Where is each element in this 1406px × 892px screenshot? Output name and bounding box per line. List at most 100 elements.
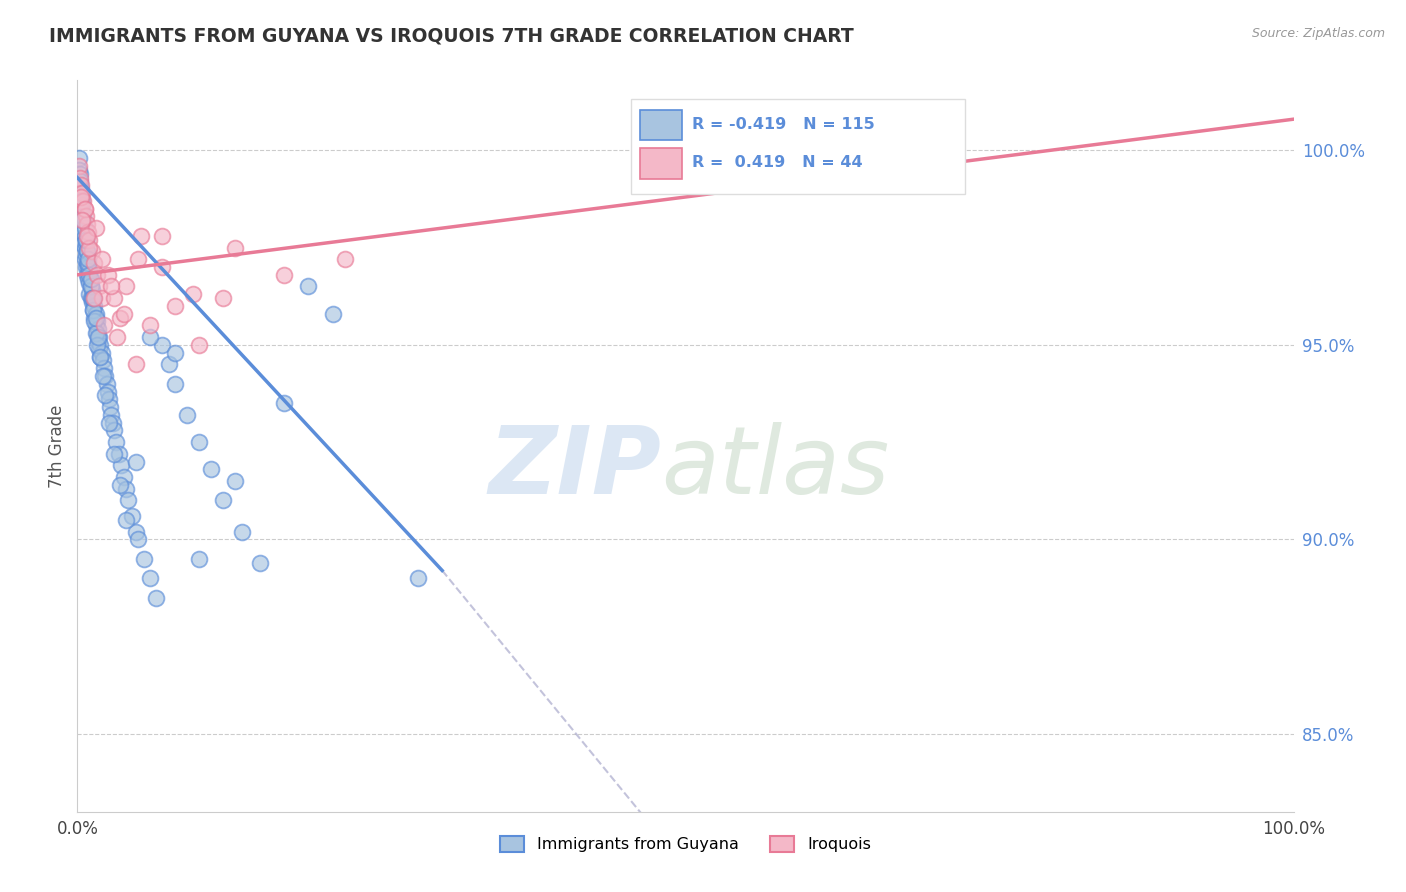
Point xyxy=(89,330,111,344)
Point xyxy=(188,435,211,450)
Point xyxy=(69,170,91,185)
Point xyxy=(129,228,152,243)
Point xyxy=(231,524,253,539)
Point xyxy=(84,310,107,325)
Point xyxy=(97,392,120,407)
Point xyxy=(70,186,93,200)
Point xyxy=(82,291,104,305)
Point xyxy=(89,350,111,364)
FancyBboxPatch shape xyxy=(640,148,682,179)
Point xyxy=(84,326,107,341)
Point xyxy=(212,493,235,508)
Point xyxy=(89,338,111,352)
Point xyxy=(406,571,429,585)
Point xyxy=(134,551,156,566)
Point xyxy=(73,202,96,216)
Text: Source: ZipAtlas.com: Source: ZipAtlas.com xyxy=(1251,27,1385,40)
Point xyxy=(115,513,138,527)
Point xyxy=(79,287,101,301)
Point xyxy=(72,236,94,251)
Point xyxy=(87,334,110,348)
Point xyxy=(157,357,180,371)
Point xyxy=(80,295,103,310)
Point xyxy=(100,408,122,422)
Point xyxy=(70,198,93,212)
Point xyxy=(83,310,105,325)
Point xyxy=(224,474,246,488)
Point xyxy=(103,291,125,305)
Point xyxy=(96,376,118,391)
Point xyxy=(273,268,295,282)
Point xyxy=(70,194,93,208)
Point xyxy=(82,302,104,317)
Point xyxy=(79,268,101,282)
Point xyxy=(67,151,90,165)
Point xyxy=(100,279,122,293)
Point xyxy=(139,571,162,585)
Point xyxy=(83,291,105,305)
Point xyxy=(75,248,97,262)
Legend: Immigrants from Guyana, Iroquois: Immigrants from Guyana, Iroquois xyxy=(494,830,877,859)
Point xyxy=(83,256,105,270)
Point xyxy=(70,190,93,204)
Point xyxy=(70,178,93,193)
Point xyxy=(67,162,90,177)
Point xyxy=(70,190,93,204)
Point xyxy=(73,241,96,255)
Point xyxy=(72,225,94,239)
Point xyxy=(72,194,94,208)
Point xyxy=(80,279,103,293)
Point xyxy=(67,159,90,173)
Point xyxy=(145,591,167,605)
Point xyxy=(72,213,94,227)
Point xyxy=(76,256,98,270)
Point xyxy=(79,276,101,290)
Point xyxy=(108,478,131,492)
Point xyxy=(86,338,108,352)
Point xyxy=(107,330,129,344)
Point xyxy=(224,241,246,255)
Point xyxy=(86,314,108,328)
Point xyxy=(77,271,100,285)
Point xyxy=(93,361,115,376)
Point xyxy=(188,338,211,352)
Point xyxy=(108,310,131,325)
Point xyxy=(73,252,96,267)
Point xyxy=(297,279,319,293)
Point xyxy=(212,291,235,305)
Point xyxy=(70,210,93,224)
Point xyxy=(70,182,93,196)
Point xyxy=(163,376,186,391)
Point xyxy=(125,454,148,468)
Text: IMMIGRANTS FROM GUYANA VS IROQUOIS 7TH GRADE CORRELATION CHART: IMMIGRANTS FROM GUYANA VS IROQUOIS 7TH G… xyxy=(49,27,853,45)
Point xyxy=(76,244,98,259)
Point xyxy=(181,287,204,301)
Point xyxy=(112,307,135,321)
Point xyxy=(70,213,93,227)
Point xyxy=(75,210,97,224)
Point xyxy=(89,342,111,356)
Point xyxy=(115,279,138,293)
Point xyxy=(73,221,96,235)
Point xyxy=(176,408,198,422)
Point xyxy=(103,424,125,438)
Point xyxy=(139,318,162,333)
Point xyxy=(76,228,98,243)
Point xyxy=(84,221,107,235)
Point xyxy=(83,314,105,328)
Point xyxy=(105,435,128,450)
Point xyxy=(73,202,96,216)
Point xyxy=(152,260,174,274)
Text: ZIP: ZIP xyxy=(488,422,661,514)
Point xyxy=(76,217,98,231)
Point xyxy=(91,353,114,368)
Point xyxy=(93,318,115,333)
Point xyxy=(152,228,174,243)
Point xyxy=(80,291,103,305)
Point xyxy=(75,260,97,274)
Point xyxy=(82,291,104,305)
Point xyxy=(80,271,103,285)
Point xyxy=(125,357,148,371)
Point xyxy=(76,268,98,282)
Point xyxy=(91,368,114,383)
